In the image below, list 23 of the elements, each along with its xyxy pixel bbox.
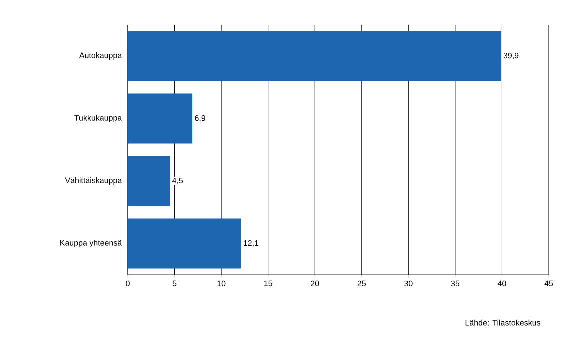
data-label: 4,5 — [172, 178, 184, 184]
x-tick-label: 25 — [358, 280, 366, 287]
data-label: 12,1 — [244, 240, 259, 248]
x-tick-label: 45 — [544, 280, 554, 286]
x-tick-label: 30 — [404, 280, 413, 287]
y-tick-label: Kauppa yhteensä — [60, 240, 122, 248]
data-label: 39,9 — [504, 52, 519, 60]
y-tick-label: Vähittäiskauppa — [65, 178, 122, 185]
x-tick-label: 15 — [264, 280, 272, 286]
bar — [128, 218, 242, 269]
bar — [128, 156, 170, 206]
data-label: 6,9 — [195, 115, 206, 122]
x-tick-label: 10 — [218, 280, 226, 287]
y-tick-label: Tukkukauppa — [74, 115, 122, 122]
text: Lähde: Tilastokeskus — [466, 320, 541, 326]
bar — [128, 31, 502, 82]
x-tick-label: 5 — [172, 280, 177, 286]
x-tick-label: 0 — [126, 280, 130, 287]
y-tick-label: Autokauppa — [79, 52, 122, 60]
x-tick-label: 40 — [498, 280, 506, 287]
bar — [128, 94, 193, 144]
x-tick-label: 20 — [311, 280, 320, 287]
x-tick-label: 35 — [451, 280, 460, 287]
